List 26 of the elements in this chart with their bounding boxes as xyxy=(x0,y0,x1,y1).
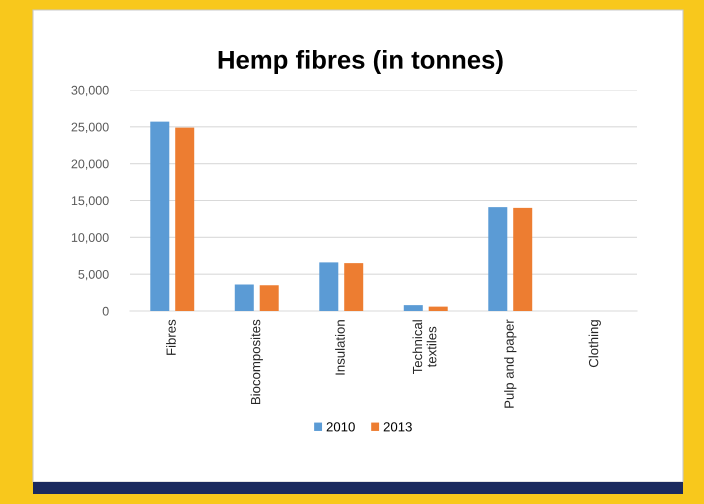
bar xyxy=(344,263,364,311)
bar xyxy=(150,122,170,311)
bar xyxy=(404,305,423,311)
bar xyxy=(319,262,338,311)
bar xyxy=(428,306,448,311)
x-tick-label: Biocomposites xyxy=(250,320,263,404)
x-tick-label: Fibres xyxy=(166,320,176,355)
chart-title: Hemp fibres (in tonnes) xyxy=(218,50,503,74)
y-tick-label: 5,000 xyxy=(78,270,109,280)
x-tick-label: Technical textiles xyxy=(412,320,436,374)
legend-label: 2010 xyxy=(326,422,355,432)
x-tick-label: Insulation xyxy=(335,320,345,375)
y-tick-label: 0 xyxy=(102,306,109,316)
legend-label: 2013 xyxy=(384,422,412,432)
y-tick-label: 20,000 xyxy=(72,159,109,170)
y-tick-label: 10,000 xyxy=(72,233,109,244)
bar xyxy=(234,284,254,311)
bar xyxy=(175,128,194,311)
bar xyxy=(260,285,279,311)
y-tick-label: 15,000 xyxy=(72,196,109,207)
x-tick-label: Clothing xyxy=(588,320,601,368)
bar xyxy=(488,207,508,311)
x-tick-label: Pulp and paper xyxy=(504,320,516,408)
bar xyxy=(513,208,532,311)
y-tick-label: 30,000 xyxy=(71,86,109,96)
y-tick-label: 25,000 xyxy=(72,122,109,133)
